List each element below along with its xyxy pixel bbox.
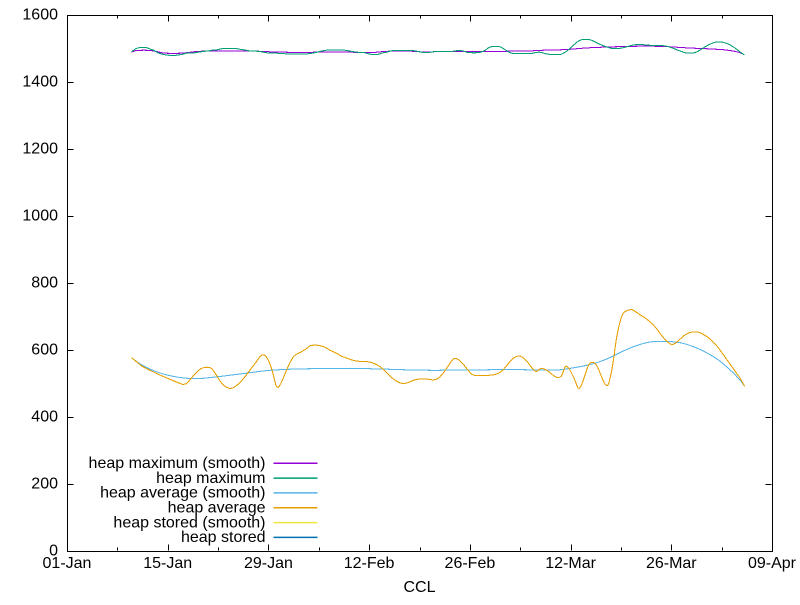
svg-text:01-Jan: 01-Jan <box>43 555 92 572</box>
svg-text:26-Feb: 26-Feb <box>445 555 496 572</box>
svg-text:15-Jan: 15-Jan <box>143 555 192 572</box>
svg-text:heap stored (smooth): heap stored (smooth) <box>113 514 265 531</box>
svg-text:heap average: heap average <box>168 499 266 516</box>
svg-text:12-Mar: 12-Mar <box>545 555 596 572</box>
svg-text:1600: 1600 <box>22 7 58 24</box>
svg-text:1200: 1200 <box>22 141 58 158</box>
svg-text:0: 0 <box>49 543 58 560</box>
svg-text:heap maximum: heap maximum <box>156 470 265 487</box>
svg-text:600: 600 <box>31 342 58 359</box>
svg-text:1000: 1000 <box>22 208 58 225</box>
svg-text:12-Feb: 12-Feb <box>344 555 395 572</box>
svg-text:26-Mar: 26-Mar <box>646 555 697 572</box>
svg-text:400: 400 <box>31 409 58 426</box>
svg-text:heap average (smooth): heap average (smooth) <box>100 485 265 502</box>
svg-text:800: 800 <box>31 275 58 292</box>
svg-text:09-Apr: 09-Apr <box>748 555 797 572</box>
svg-text:heap maximum (smooth): heap maximum (smooth) <box>89 455 266 472</box>
svg-text:1400: 1400 <box>22 74 58 91</box>
svg-text:heap stored: heap stored <box>181 529 266 546</box>
svg-text:CCL: CCL <box>403 579 435 596</box>
svg-text:29-Jan: 29-Jan <box>244 555 293 572</box>
svg-text:200: 200 <box>31 476 58 493</box>
